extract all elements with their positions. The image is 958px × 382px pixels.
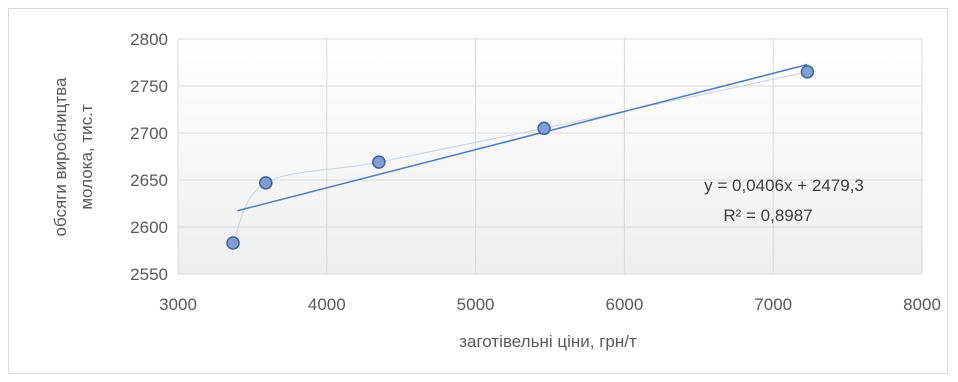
x-tick-label: 5000 xyxy=(457,295,495,314)
gridlines xyxy=(177,38,923,275)
x-tick-label: 7000 xyxy=(754,295,792,314)
y-tick-label: 2750 xyxy=(130,77,168,96)
x-tick-label: 3000 xyxy=(159,295,197,314)
data-points xyxy=(226,65,815,250)
data-point xyxy=(259,176,273,190)
data-point xyxy=(372,155,386,169)
x-axis-title: заготівельні ціни, грн/т xyxy=(459,332,637,351)
y-tick-label: 2650 xyxy=(130,171,168,190)
x-tick-label: 4000 xyxy=(308,295,346,314)
y-tick-label: 2800 xyxy=(130,30,168,49)
y-tick-label: 2600 xyxy=(130,218,168,237)
linear-trendline xyxy=(237,63,808,212)
y-tick-label: 2550 xyxy=(130,265,168,284)
data-point xyxy=(226,236,240,250)
data-point xyxy=(800,65,815,79)
tick-labels: 2550 2600 2650 2700 2750 2800 3000 4000 5000 6000… xyxy=(130,30,941,314)
trend-equation: y = 0,0406x + 2479,3 xyxy=(704,176,864,195)
r-squared-label: R² = 0,8987 xyxy=(723,206,812,225)
x-tick-label: 6000 xyxy=(605,295,643,314)
y-tick-label: 2700 xyxy=(130,124,168,143)
plot-area xyxy=(178,39,922,274)
x-tick-label: 8000 xyxy=(903,295,941,314)
data-point xyxy=(537,121,551,136)
y-axis-title-line2: молока, тис.т xyxy=(77,104,96,210)
y-axis-title-line1: обсяги виробництва xyxy=(51,77,70,237)
